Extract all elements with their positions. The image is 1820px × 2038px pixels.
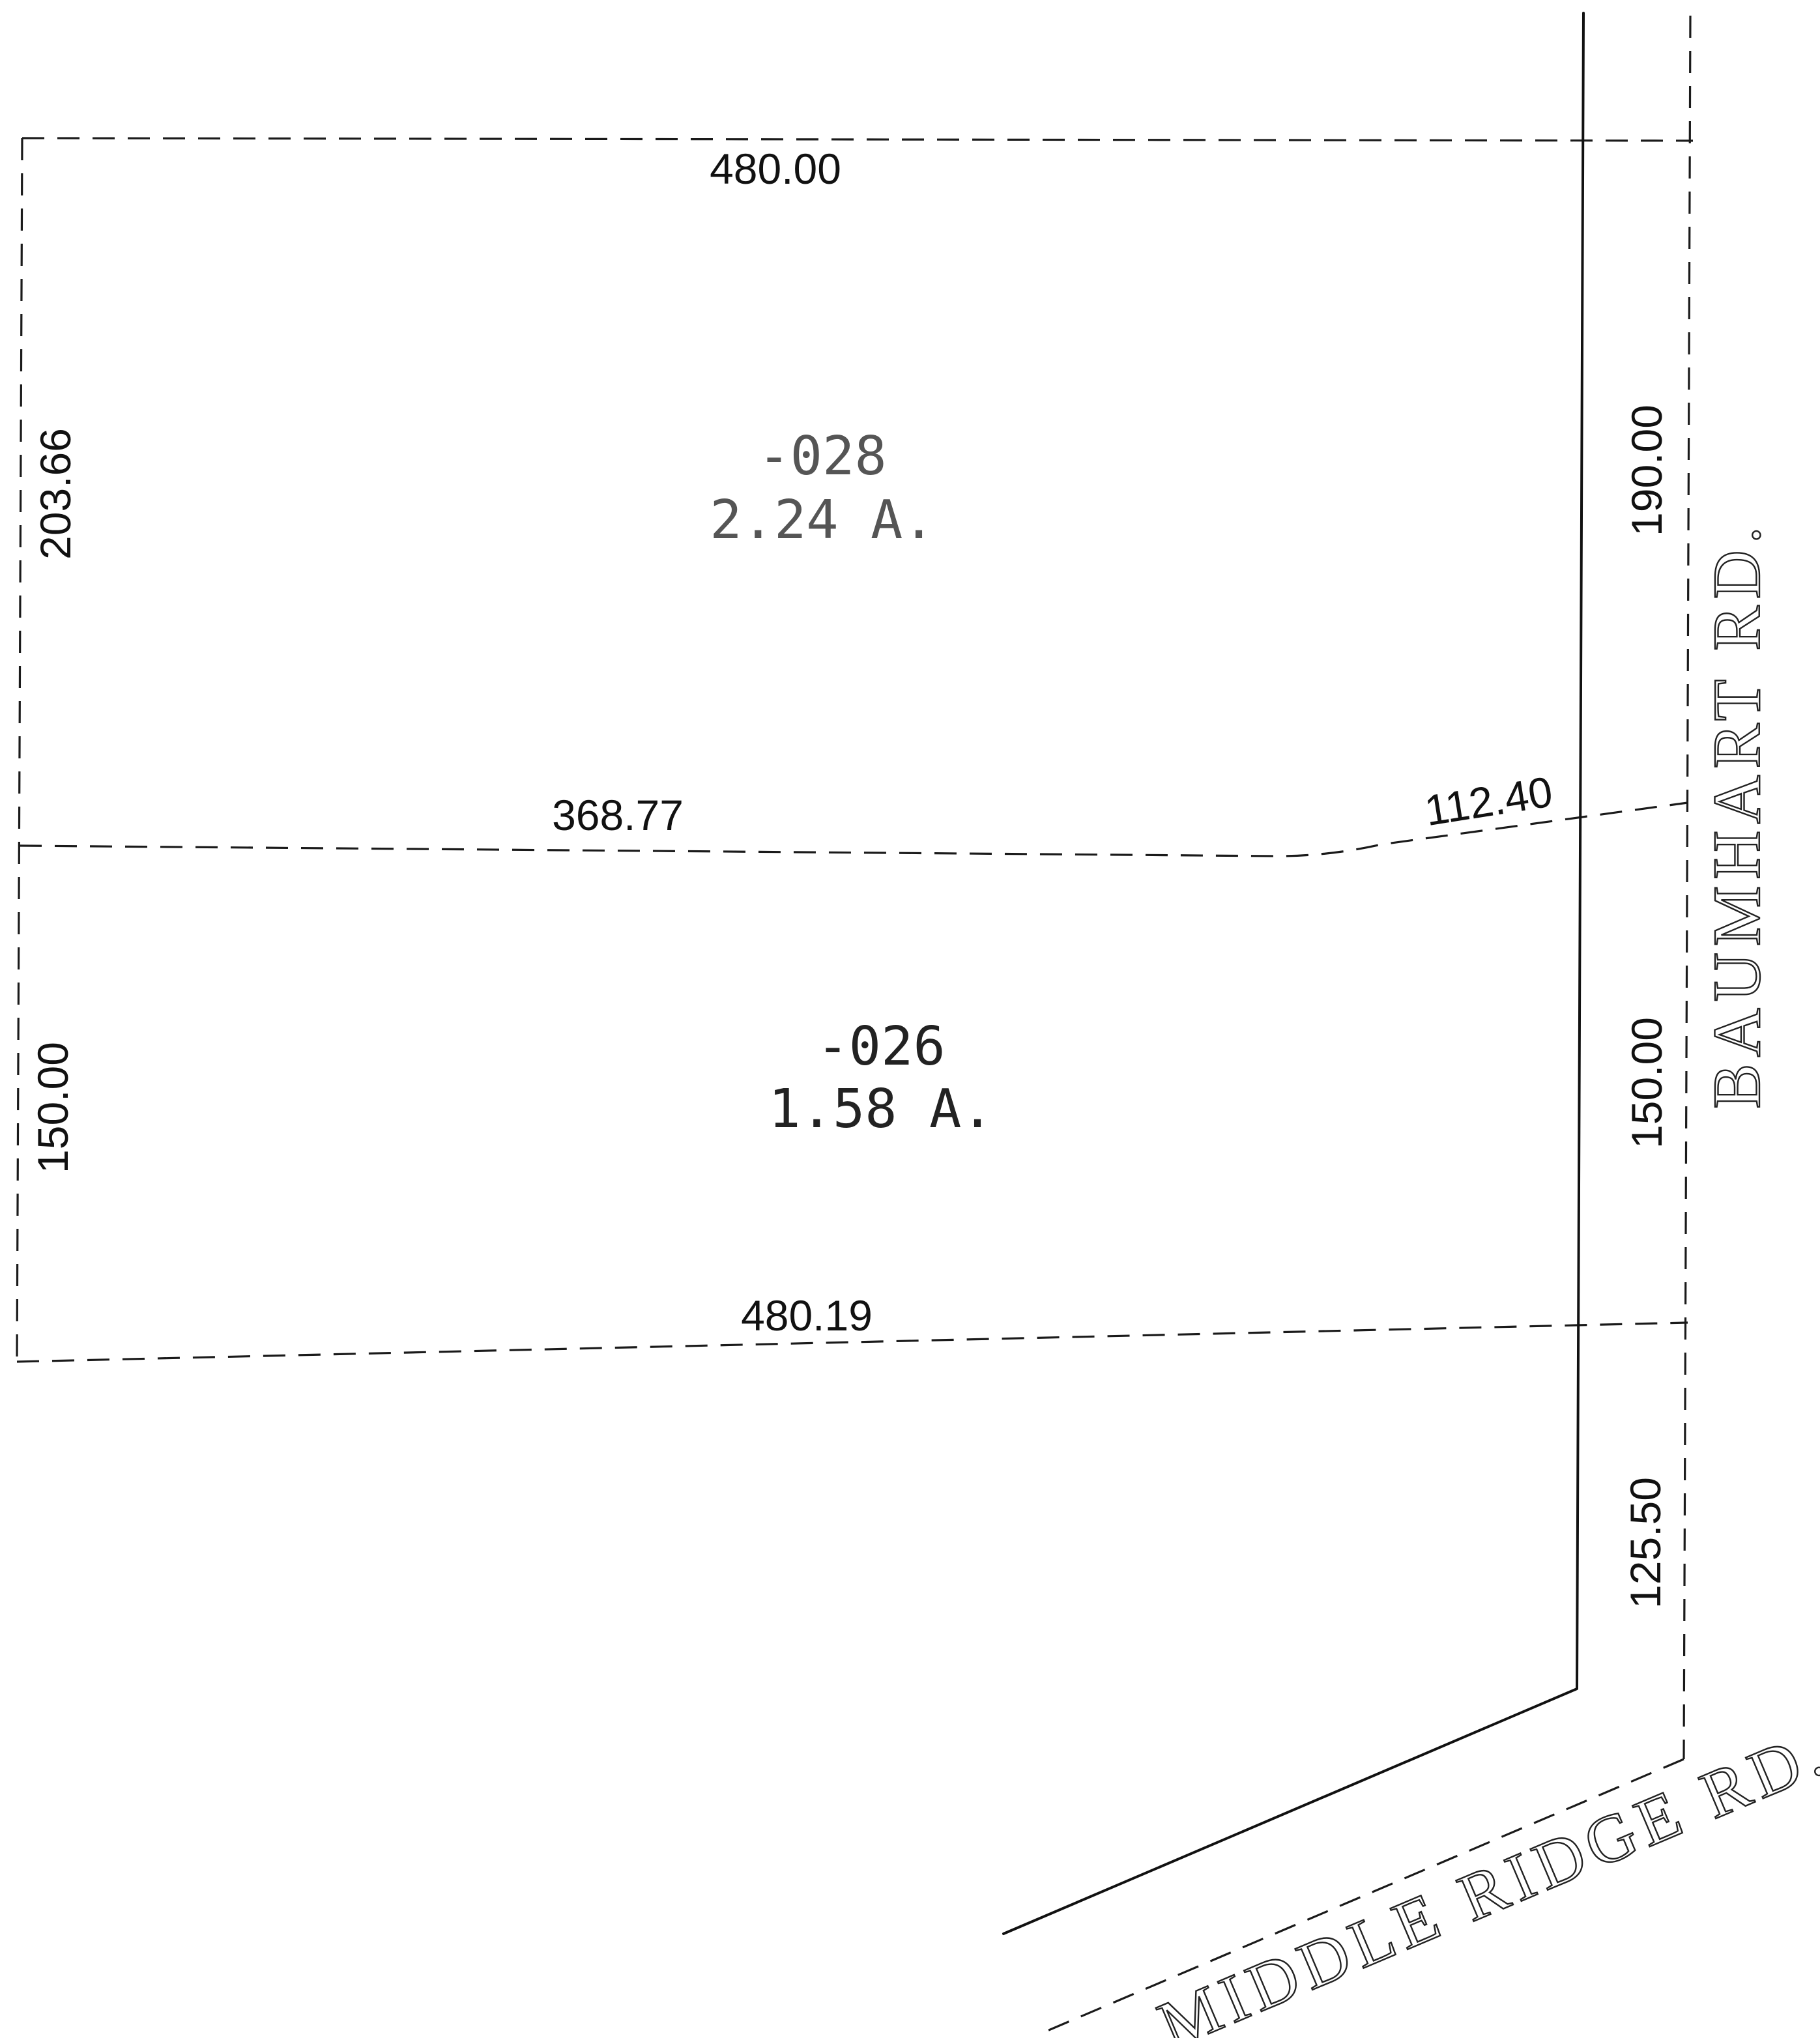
west-upper-dimension: 203.66	[31, 428, 79, 560]
east-lower-dimension: 125.50	[1621, 1477, 1669, 1609]
south-line-dimension: 480.19	[741, 1291, 873, 1340]
west-lower-dimension: 150.00	[29, 1042, 77, 1173]
middle-ridge-road-edge	[1042, 1758, 1684, 2034]
north-line-dimension: 480.00	[710, 145, 841, 193]
east-upper-dimension: 190.00	[1623, 405, 1671, 536]
parcel-028-area: 2.24 A.	[710, 489, 935, 551]
baumhart-road-edge	[1683, 15, 1692, 1760]
road-centerline	[1002, 12, 1585, 1935]
east-middle-dimension: 150.00	[1623, 1017, 1671, 1149]
parcel-026-area: 1.58 A.	[768, 1078, 994, 1140]
parcel-026-id: -026	[816, 1016, 945, 1078]
south-boundary-line	[16, 1321, 1688, 1363]
middle-division-line	[19, 801, 1688, 857]
middle-ridge-road-label: MIDDLE RIDGE RD.	[1148, 1714, 1820, 2038]
north-boundary-line	[22, 137, 1694, 142]
parcel-028-id: -028	[758, 425, 886, 487]
middle-line-dimension: 368.77	[552, 791, 684, 839]
middle-curve-dimension: 112.40	[1421, 767, 1555, 835]
baumhart-road-label: BAUMHART RD.	[1699, 520, 1774, 1109]
west-boundary-line	[16, 137, 23, 1362]
